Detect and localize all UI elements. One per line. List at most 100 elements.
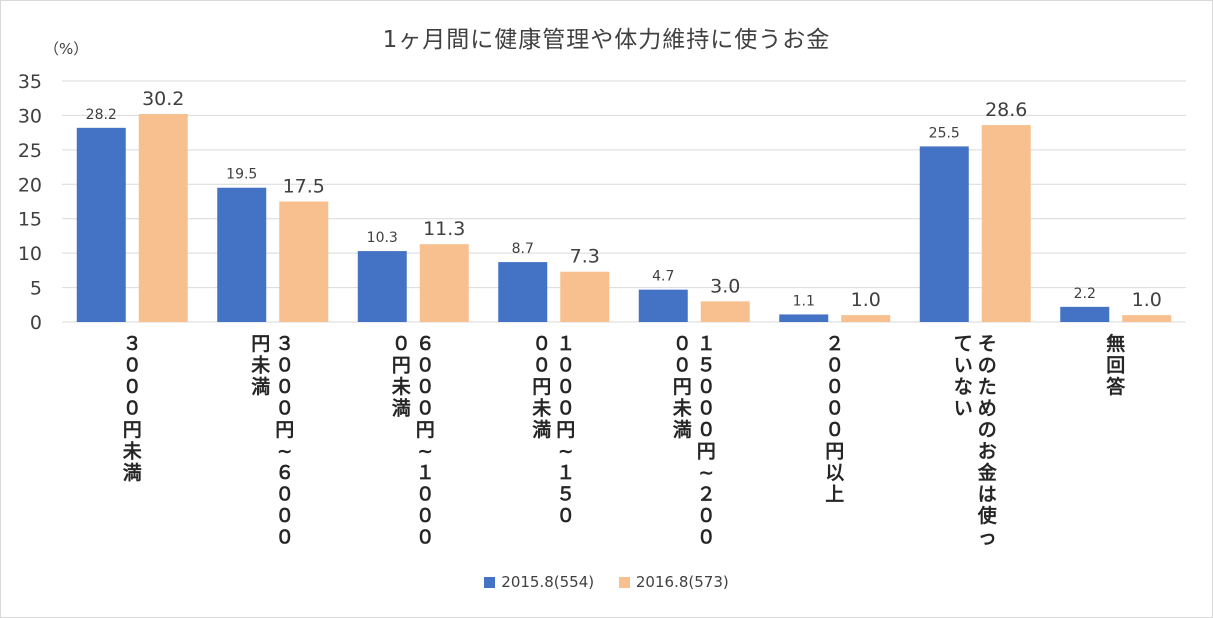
bar-2015: [779, 314, 829, 322]
category-label-char: 未: [250, 354, 270, 377]
category-label-char: て: [954, 333, 973, 355]
data-label: 1.0: [1132, 289, 1162, 311]
bar-2015: [76, 127, 126, 322]
category-label-char: 円: [123, 419, 142, 441]
category-label-char: ６: [275, 462, 294, 484]
category-label-char: １: [556, 333, 575, 355]
category-label-char: ０: [416, 376, 435, 398]
category-label-char: 円: [697, 441, 716, 463]
data-label: 19.5: [226, 167, 257, 183]
chart-title: 1ヶ月間に健康管理や体力維持に使うお金: [382, 27, 831, 53]
data-label: 8.7: [512, 241, 534, 257]
legend-label-2015: 2015.8(554): [501, 573, 595, 591]
category-label-char: ３: [275, 333, 294, 355]
bar-2016: [981, 125, 1031, 322]
category-label-char: 未: [122, 440, 142, 463]
data-label: 10.3: [367, 230, 398, 246]
category-label-char: 未: [391, 375, 411, 398]
bar-2016: [279, 201, 329, 322]
category-label-char: ０: [532, 355, 551, 377]
category-label-char: ０: [123, 398, 142, 420]
category-label-char: ０: [697, 419, 716, 441]
category-label-char: ０: [275, 355, 294, 377]
category-label-char: 円: [251, 333, 270, 355]
category-label-char: 満: [673, 419, 692, 441]
category-label-char: な: [954, 376, 973, 398]
bar-2015: [638, 289, 688, 322]
category-label-char: 円: [556, 419, 575, 441]
category-label-char: ０: [825, 419, 844, 441]
category-label-char: ６: [416, 333, 435, 355]
category-label-char: 上: [825, 484, 844, 506]
category-label-char: ０: [556, 376, 575, 398]
legend-label-2016: 2016.8(573): [635, 573, 729, 591]
y-tick-label: 25: [18, 140, 42, 162]
category-label-char: い: [954, 398, 973, 420]
bar-2016: [419, 244, 469, 322]
legend-swatch-2016: [618, 576, 630, 588]
bar-2016: [700, 301, 750, 322]
data-label: 7.3: [570, 246, 600, 268]
bar-2015: [919, 146, 969, 322]
data-label: 28.6: [985, 99, 1027, 121]
y-tick-label: 20: [18, 174, 42, 196]
category-label-char: ０: [532, 333, 551, 355]
bar-2015: [498, 262, 548, 322]
legend-item-2015: 2015.8(554): [484, 573, 594, 591]
category-label-char: そ: [978, 333, 997, 355]
category-label-char: 円: [275, 419, 294, 441]
category-label-char: ０: [416, 484, 435, 506]
bar-2016: [841, 315, 891, 322]
category-label-char: ０: [392, 333, 411, 355]
category-label-char: 答: [1106, 375, 1126, 398]
category-label-char: ０: [697, 505, 716, 527]
category-label-char: ０: [416, 355, 435, 377]
category-label-char: ０: [123, 355, 142, 377]
category-label-char: 金: [977, 461, 998, 484]
category-label-char: 満: [123, 462, 142, 484]
legend-item-2016: 2016.8(573): [618, 573, 729, 591]
category-label-char: ０: [416, 527, 435, 549]
category-label-char: ０: [825, 355, 844, 377]
category-label-char: ０: [416, 398, 435, 420]
category-label-char: １: [697, 333, 716, 355]
category-label-char: ０: [697, 527, 716, 549]
bar-2015: [217, 187, 267, 322]
bar-2016: [138, 114, 188, 323]
y-tick-label: 10: [18, 243, 42, 265]
data-label: 11.3: [423, 218, 465, 240]
category-label-char: ０: [556, 398, 575, 420]
category-label-char: 円: [532, 376, 551, 398]
y-tick-label: 15: [18, 209, 42, 231]
category-label-char: 未: [531, 397, 551, 420]
bar-2016: [560, 271, 610, 322]
category-label-char: １: [416, 462, 435, 484]
category-label-char: ∼: [558, 441, 574, 463]
data-label: 1.1: [793, 293, 815, 309]
category-label-char: 円: [392, 355, 411, 377]
y-tick-label: 0: [30, 312, 42, 334]
legend-swatch-2015: [484, 576, 496, 588]
category-label-char: 無: [1106, 332, 1125, 355]
bar-2015: [1060, 306, 1110, 322]
category-label-char: ０: [697, 398, 716, 420]
category-label-char: １: [556, 462, 575, 484]
category-label-char: 使: [977, 505, 998, 527]
category-label-char: ０: [275, 398, 294, 420]
category-label-char: ０: [556, 355, 575, 377]
category-label-char: ５: [697, 355, 716, 377]
data-label: 4.7: [652, 269, 674, 285]
category-label-char: ０: [123, 376, 142, 398]
category-label-char: っ: [978, 527, 997, 549]
y-tick-label: 35: [18, 71, 42, 93]
data-label: 28.2: [86, 107, 117, 123]
category-label-char: ０: [275, 484, 294, 506]
category-label-char: 以: [825, 462, 844, 484]
category-label-char: ０: [416, 505, 435, 527]
data-label: 30.2: [142, 88, 184, 110]
category-label-char: ０: [275, 376, 294, 398]
category-label-char: ２: [825, 333, 844, 355]
category-label-char: 円: [825, 441, 844, 463]
category-label-char: お: [978, 441, 997, 463]
